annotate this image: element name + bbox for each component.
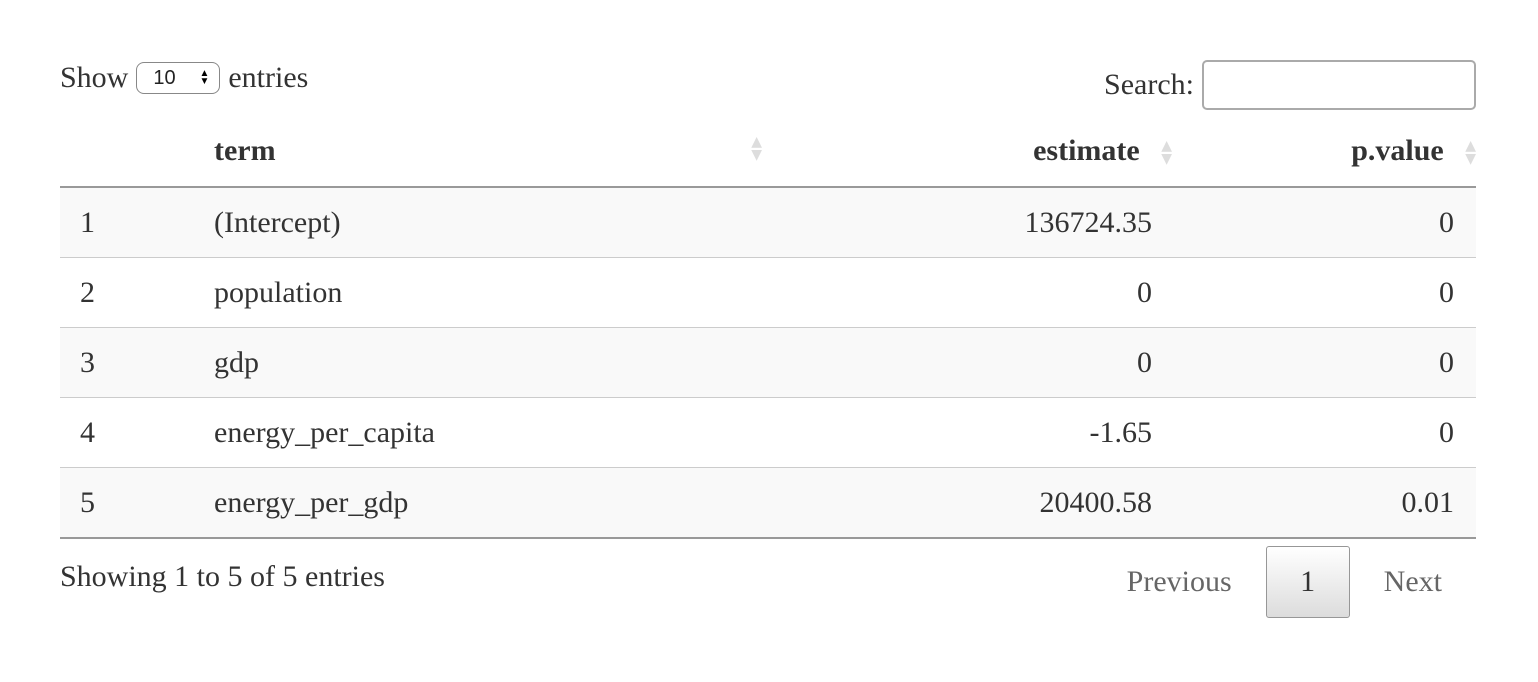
term-cell: energy_per_capita bbox=[214, 397, 762, 468]
p-value-cell: 0 bbox=[1152, 397, 1476, 468]
estimate-cell: 136724.35 bbox=[762, 187, 1152, 258]
term-cell: population bbox=[214, 257, 762, 328]
column-header-index[interactable] bbox=[60, 116, 214, 188]
sort-icon: ▲ ▼ bbox=[751, 134, 762, 163]
next-page-button[interactable]: Next bbox=[1383, 565, 1442, 598]
table-row[interactable]: 3 gdp 0 0 bbox=[60, 327, 1476, 398]
estimate-cell: -1.65 bbox=[762, 397, 1152, 468]
column-header-term-label: term bbox=[214, 134, 276, 167]
row-index-cell: 1 bbox=[60, 187, 214, 258]
search-label: Search: bbox=[1104, 68, 1194, 101]
term-cell: energy_per_gdp bbox=[214, 467, 762, 539]
select-arrows-icon: ▲ ▼ bbox=[199, 68, 210, 87]
header-row: term ▲ ▼ estimate ▲ ▼ p.value ▲ ▼ bbox=[60, 116, 1476, 188]
length-prefix-label: Show bbox=[60, 61, 129, 94]
entries-per-page-select[interactable]: 10 ▲ ▼ bbox=[136, 62, 221, 94]
row-index-cell: 3 bbox=[60, 327, 214, 398]
sort-icon: ▲ ▼ bbox=[1465, 138, 1476, 168]
length-control: Show 10 ▲ ▼ entries bbox=[60, 58, 308, 98]
row-index-cell: 5 bbox=[60, 467, 214, 539]
table-row[interactable]: 2 population 0 0 bbox=[60, 257, 1476, 328]
page-1-button[interactable]: 1 bbox=[1265, 546, 1350, 618]
p-value-cell: 0 bbox=[1152, 327, 1476, 398]
p-value-cell: 0 bbox=[1152, 257, 1476, 328]
entries-per-page-value: 10 bbox=[153, 66, 176, 89]
data-table: term ▲ ▼ estimate ▲ ▼ p.value ▲ ▼ bbox=[60, 116, 1476, 539]
row-index-cell: 4 bbox=[60, 397, 214, 468]
table-row[interactable]: 5 energy_per_gdp 20400.58 0.01 bbox=[60, 467, 1476, 539]
term-cell: gdp bbox=[214, 327, 762, 398]
search-filter: Search: bbox=[1104, 60, 1476, 110]
column-header-term[interactable]: term ▲ ▼ bbox=[214, 116, 762, 188]
term-cell: (Intercept) bbox=[214, 187, 762, 258]
column-header-p-value[interactable]: p.value ▲ ▼ bbox=[1152, 116, 1476, 188]
p-value-cell: 0.01 bbox=[1152, 467, 1476, 539]
table-row[interactable]: 1 (Intercept) 136724.35 0 bbox=[60, 187, 1476, 258]
p-value-cell: 0 bbox=[1152, 187, 1476, 258]
previous-page-button[interactable]: Previous bbox=[1126, 565, 1232, 598]
column-header-p-value-label: p.value bbox=[1351, 134, 1444, 167]
column-header-estimate[interactable]: estimate ▲ ▼ bbox=[762, 116, 1172, 188]
table-info: Showing 1 to 5 of 5 entries bbox=[60, 560, 385, 593]
row-index-cell: 2 bbox=[60, 257, 214, 328]
column-header-estimate-label: estimate bbox=[1033, 134, 1140, 167]
estimate-cell: 20400.58 bbox=[762, 467, 1152, 539]
length-suffix-label: entries bbox=[228, 61, 309, 94]
pagination: Previous 1 Next bbox=[1093, 546, 1476, 618]
estimate-cell: 0 bbox=[762, 327, 1152, 398]
estimate-cell: 0 bbox=[762, 257, 1152, 328]
table-row[interactable]: 4 energy_per_capita -1.65 0 bbox=[60, 397, 1476, 468]
search-input[interactable] bbox=[1202, 60, 1476, 110]
